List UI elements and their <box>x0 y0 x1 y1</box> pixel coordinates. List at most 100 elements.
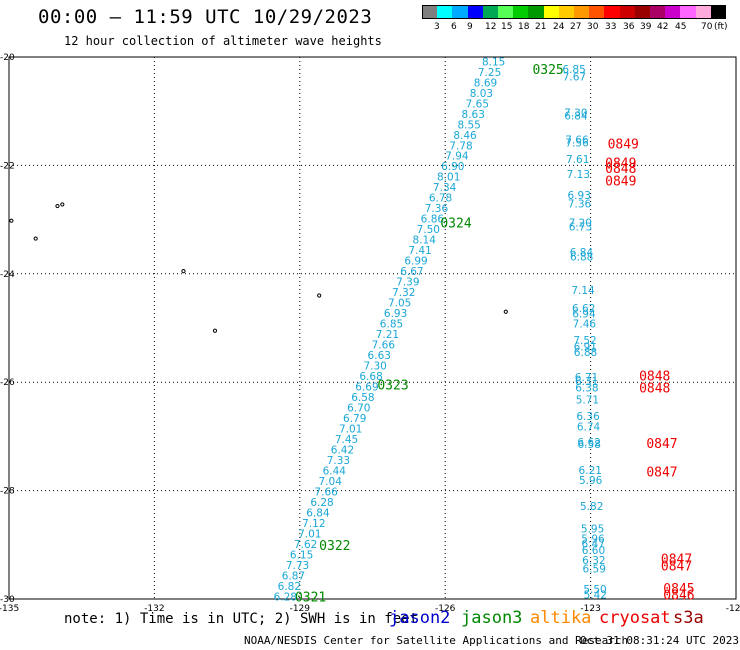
colorbar-tick-label: 12 <box>485 22 497 32</box>
colorbar-tick-label: 27 <box>570 22 582 32</box>
wave-height-value: 7.41 <box>408 245 431 257</box>
pass-time-labels: 0325032403230322032108490849084808490848… <box>295 63 695 605</box>
y-tick-label: -22 <box>0 161 15 171</box>
island-marker <box>503 309 508 314</box>
map-border <box>8 56 737 600</box>
colorbar-swatch <box>558 5 574 19</box>
wave-height-value: 7.14 <box>571 285 595 297</box>
wave-height-value: 7.36 <box>568 198 592 210</box>
wave-height-value: 7.78 <box>449 140 472 152</box>
map-frame <box>8 56 737 600</box>
island-marker <box>9 218 14 223</box>
colorbar-tick-label: 9 <box>467 22 473 32</box>
pass-time-label: 0325 <box>532 63 563 78</box>
satellite-legend-cryosat: cryosat <box>599 608 671 628</box>
colorbar-tick-label: 15 <box>501 22 513 32</box>
colorbar-swatch <box>680 5 696 19</box>
colorbar-tick-label: 45 <box>675 22 687 32</box>
colorbar-tick-label: 18 <box>518 22 530 32</box>
wave-height-value: 7.50 <box>417 224 440 236</box>
wave-height-value: 7.32 <box>392 287 415 299</box>
wave-height-value: 6.58 <box>578 439 601 451</box>
y-tick-label: -24 <box>0 270 15 280</box>
pass-time-label: 0849 <box>605 157 636 172</box>
colorbar-swatch <box>695 5 711 19</box>
wave-height-value: 8.15 <box>482 56 505 68</box>
pass-time-label: 0849 <box>605 175 636 190</box>
wave-height-value: 6.90 <box>441 161 464 173</box>
colorbar-swatch <box>467 5 483 19</box>
wave-height-value: 6.91 <box>574 341 597 353</box>
wave-height-value: 6.79 <box>343 413 366 425</box>
wave-height-value: 6.32 <box>582 555 605 567</box>
island-marker <box>55 203 60 209</box>
wave-height-value: 5.82 <box>580 501 603 513</box>
wave-height-value: 6.58 <box>351 392 374 404</box>
pass-time-label: 0848 <box>605 162 636 177</box>
wave-height-value: 6.82 <box>278 581 301 593</box>
pass-time-label: 0849 <box>608 138 639 153</box>
wave-height-value: 6.93 <box>568 190 591 202</box>
wave-height-value: 7.05 <box>388 298 411 310</box>
colorbar-swatch <box>528 5 544 19</box>
altimeter-pass-track-b: 6.857.677.306.847.667.567.617.136.937.36… <box>562 64 607 602</box>
wave-height-value: 6.68 <box>359 371 382 383</box>
island-marker <box>33 236 38 241</box>
wave-height-value: 5.95 <box>581 524 604 536</box>
colorbar-swatch <box>482 5 498 19</box>
island-markers <box>9 202 508 333</box>
colorbar-swatch <box>574 5 590 19</box>
wave-height-value: 6.60 <box>582 545 605 557</box>
island-marker <box>212 328 218 333</box>
satellite-legend-jason3: jason3 <box>461 608 523 628</box>
wave-height-value: 6.69 <box>355 382 378 394</box>
y-tick-label: -26 <box>0 378 15 388</box>
pass-time-label: 0848 <box>639 370 670 385</box>
colorbar-swatch <box>422 5 438 19</box>
colorbar-swatch <box>543 5 559 19</box>
altimeter-pass-track-a: 8.157.258.698.037.658.638.558.467.787.94… <box>274 56 506 603</box>
wave-height-value: 7.45 <box>335 434 358 446</box>
island-marker <box>181 268 186 274</box>
wave-height-value: 6.21 <box>579 465 602 477</box>
wave-height-value: 7.36 <box>425 203 449 215</box>
wave-height-value: 5.96 <box>579 475 603 487</box>
island-marker <box>317 293 322 298</box>
wave-height-value: 7.94 <box>445 151 469 163</box>
map-subtitle: 12 hour collection of altimeter wave hei… <box>64 34 382 48</box>
wave-height-value: 5.50 <box>583 584 606 596</box>
wave-height-value: 7.66 <box>565 134 589 146</box>
wave-height-value: 7.73 <box>286 560 309 572</box>
wave-height-value: 7.39 <box>396 277 419 289</box>
wave-height-value: 6.62 <box>572 303 595 315</box>
x-tick-label: -129 <box>290 604 311 614</box>
colorbar-tick-label: 6 <box>451 22 457 32</box>
wave-height-value: 7.01 <box>339 423 362 435</box>
satellite-legend-altika: altika <box>530 608 592 628</box>
colorbar-swatch <box>437 5 453 19</box>
wave-height-value: 7.34 <box>433 182 457 194</box>
pass-time-label: 0321 <box>295 590 326 605</box>
wave-height-value: 6.42 <box>331 444 354 456</box>
wave-height-value: 6.84 <box>570 247 594 259</box>
colorbar-swatch <box>634 5 650 19</box>
x-tick-label: -126 <box>435 604 456 614</box>
wave-height-value: 7.04 <box>319 476 343 488</box>
wave-height-value: 7.20 <box>569 217 592 229</box>
wave-height-value: 6.88 <box>574 347 597 359</box>
pass-time-label: 0847 <box>646 437 677 452</box>
island-marker <box>60 202 65 207</box>
wave-height-value: 7.21 <box>376 329 399 341</box>
colorbar-swatch <box>665 5 681 19</box>
wave-height-value: 6.78 <box>429 193 452 205</box>
wave-height-value: 7.66 <box>372 340 396 352</box>
colorbar-tick-label: 36 <box>623 22 635 32</box>
colorbar-swatch <box>589 5 605 19</box>
pass-time-label: 0847 <box>661 552 692 567</box>
y-tick-label: -28 <box>0 487 15 497</box>
wave-height-value: 6.74 <box>577 422 601 434</box>
wave-height-value: 6.67 <box>400 266 423 278</box>
wave-height-value: 6.99 <box>404 256 427 268</box>
wave-height-value: 7.25 <box>478 67 501 79</box>
